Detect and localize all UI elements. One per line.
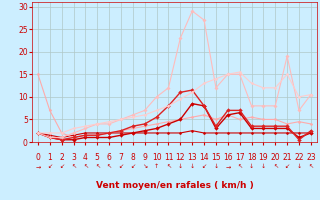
Text: ↖: ↖	[83, 164, 88, 169]
Text: Vent moyen/en rafales ( km/h ): Vent moyen/en rafales ( km/h )	[96, 181, 253, 190]
Text: ↖: ↖	[166, 164, 171, 169]
Text: 10: 10	[152, 153, 161, 162]
Text: 3: 3	[71, 153, 76, 162]
Text: 9: 9	[142, 153, 147, 162]
Text: 21: 21	[282, 153, 292, 162]
Text: ↓: ↓	[189, 164, 195, 169]
Text: 6: 6	[107, 153, 112, 162]
Text: 15: 15	[211, 153, 221, 162]
Text: ↖: ↖	[95, 164, 100, 169]
Text: ↑: ↑	[154, 164, 159, 169]
Text: 11: 11	[164, 153, 173, 162]
Text: ↙: ↙	[130, 164, 135, 169]
Text: ↖: ↖	[237, 164, 242, 169]
Text: ↖: ↖	[107, 164, 112, 169]
Text: ↓: ↓	[296, 164, 302, 169]
Text: 20: 20	[270, 153, 280, 162]
Text: 13: 13	[188, 153, 197, 162]
Text: 0: 0	[36, 153, 40, 162]
Text: 8: 8	[131, 153, 135, 162]
Text: ↖: ↖	[308, 164, 314, 169]
Text: ↓: ↓	[213, 164, 219, 169]
Text: ↓: ↓	[249, 164, 254, 169]
Text: 7: 7	[119, 153, 124, 162]
Text: 16: 16	[223, 153, 233, 162]
Text: ↙: ↙	[284, 164, 290, 169]
Text: →: →	[225, 164, 230, 169]
Text: ↓: ↓	[178, 164, 183, 169]
Text: 19: 19	[259, 153, 268, 162]
Text: 23: 23	[306, 153, 316, 162]
Text: 17: 17	[235, 153, 244, 162]
Text: 1: 1	[47, 153, 52, 162]
Text: 2: 2	[59, 153, 64, 162]
Text: →: →	[35, 164, 41, 169]
Text: ↙: ↙	[47, 164, 52, 169]
Text: ↙: ↙	[202, 164, 207, 169]
Text: 12: 12	[176, 153, 185, 162]
Text: 22: 22	[294, 153, 304, 162]
Text: 14: 14	[199, 153, 209, 162]
Text: ↓: ↓	[261, 164, 266, 169]
Text: ↙: ↙	[118, 164, 124, 169]
Text: ↘: ↘	[142, 164, 147, 169]
Text: ↙: ↙	[59, 164, 64, 169]
Text: ↖: ↖	[71, 164, 76, 169]
Text: 18: 18	[247, 153, 256, 162]
Text: ↖: ↖	[273, 164, 278, 169]
Text: 5: 5	[95, 153, 100, 162]
Text: 4: 4	[83, 153, 88, 162]
